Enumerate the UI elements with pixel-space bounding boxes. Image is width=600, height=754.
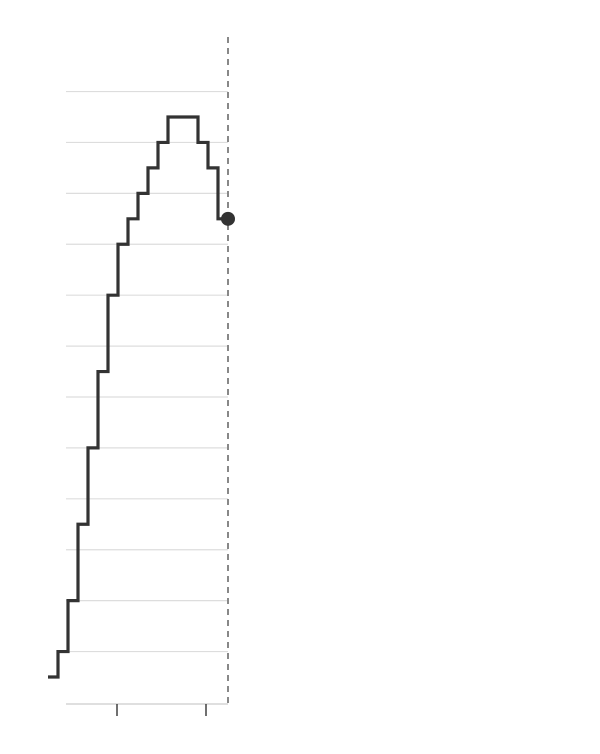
marker-layer xyxy=(221,211,235,226)
x-axis xyxy=(66,703,228,716)
end-point-marker xyxy=(221,211,235,226)
series-layer xyxy=(48,115,228,679)
series-line xyxy=(48,115,228,679)
grid-layer xyxy=(66,90,228,653)
